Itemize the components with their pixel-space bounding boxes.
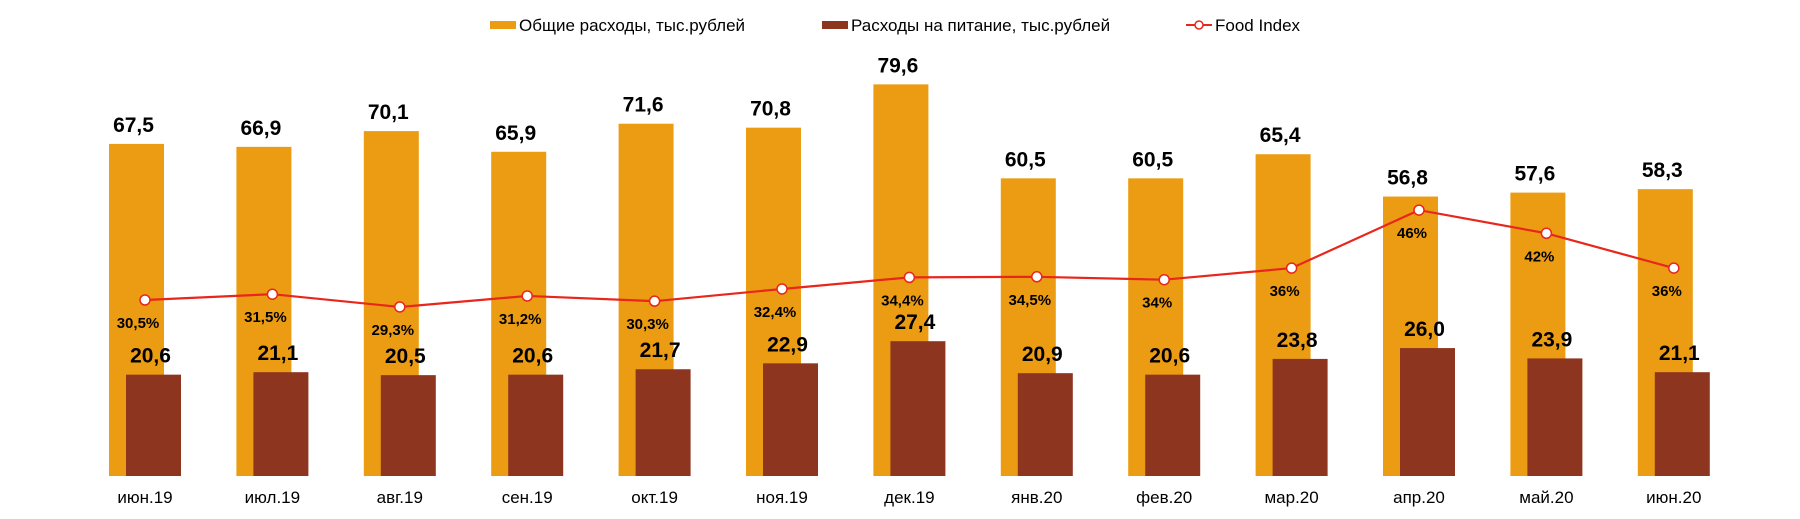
x-tick-label: май.20	[1519, 488, 1573, 507]
data-label-food-index: 30,5%	[117, 315, 160, 332]
x-tick-label: авг.19	[377, 488, 423, 507]
food-index-point	[266, 288, 279, 300]
data-label-food-index: 32,4%	[754, 304, 797, 321]
x-tick-label: окт.19	[631, 488, 678, 507]
data-label-food-index: 29,3%	[372, 322, 415, 339]
food-index-point	[1413, 204, 1425, 216]
bar-food-expenses	[1527, 358, 1583, 476]
data-label-food: 26,0	[1404, 318, 1445, 341]
food-index-point	[1285, 262, 1298, 274]
bar-food-expenses	[890, 341, 946, 476]
x-tick-label: ноя.19	[756, 488, 808, 507]
data-label-food-index: 31,5%	[244, 309, 287, 326]
food-index-line	[139, 204, 1680, 313]
bar-food-expenses	[508, 374, 564, 476]
food-index-point	[139, 294, 151, 306]
data-label-total: 70,8	[750, 98, 791, 121]
data-label-food: 20,6	[1149, 345, 1190, 368]
food-index-point	[1668, 262, 1680, 274]
data-label-total: 65,9	[495, 122, 536, 145]
data-label-total: 57,6	[1514, 163, 1555, 186]
bar-food-expenses	[1654, 372, 1710, 476]
data-label-total: 60,5	[1132, 148, 1173, 171]
data-label-food-index: 42%	[1524, 248, 1554, 265]
legend-swatch-0	[490, 21, 516, 29]
data-label-food: 20,5	[385, 345, 426, 368]
data-label-food: 27,4	[894, 311, 935, 334]
data-label-food-index: 34,5%	[1009, 292, 1052, 309]
data-label-total: 60,5	[1005, 148, 1046, 171]
data-label-total: 66,9	[240, 117, 281, 140]
bar-food-expenses	[1017, 373, 1073, 476]
data-label-food-index: 34,4%	[881, 292, 924, 309]
data-label-total: 71,6	[623, 94, 664, 117]
x-tick-label: июл.19	[245, 488, 300, 507]
data-label-food-index: 36%	[1270, 283, 1300, 300]
x-tick-label: сен.19	[502, 488, 553, 507]
food-index-point	[648, 295, 661, 307]
data-label-food-index: 34%	[1142, 295, 1172, 312]
food-index-point	[1540, 227, 1553, 240]
food-index-point	[521, 290, 533, 302]
food-index-point	[776, 283, 788, 295]
data-label-food-index: 46%	[1397, 225, 1427, 242]
data-label-food-index: 30,3%	[626, 316, 669, 333]
data-label-total: 58,3	[1642, 159, 1683, 182]
labels: 67,5 20,6 июн.19 30,5% 66,9 21,1 июл.19 31,5% 70…	[113, 54, 1701, 507]
data-label-food-index: 31,2%	[499, 311, 542, 328]
data-label-total: 70,1	[368, 101, 409, 124]
data-label-total: 67,5	[113, 114, 154, 137]
x-tick-label: июн.20	[1646, 488, 1701, 507]
legend-swatch-1	[822, 21, 848, 29]
data-label-total: 79,6	[877, 54, 918, 77]
data-label-food: 21,1	[1659, 342, 1700, 365]
food-index-point	[1158, 273, 1170, 286]
data-label-total: 56,8	[1387, 167, 1428, 190]
data-label-food-index: 36%	[1652, 283, 1682, 300]
bar-food-expenses	[126, 374, 181, 476]
legend-label-2: Food Index	[1215, 16, 1301, 35]
legend: Общие расходы, тыс.рублей Расходы на пита…	[490, 16, 1301, 35]
bar-food-expenses	[380, 375, 436, 476]
bar-food-expenses	[1145, 374, 1201, 476]
food-index-point	[1031, 271, 1043, 283]
bar-food-expenses	[635, 369, 691, 476]
x-tick-label: фев.20	[1136, 488, 1192, 507]
data-label-food: 21,1	[257, 342, 298, 365]
x-tick-label: мар.20	[1264, 488, 1318, 507]
data-label-food: 20,9	[1022, 343, 1063, 366]
data-label-food: 20,6	[512, 345, 553, 368]
legend-label-0: Общие расходы, тыс.рублей	[519, 16, 745, 35]
data-label-food: 23,9	[1531, 328, 1572, 351]
x-tick-label: апр.20	[1393, 488, 1445, 507]
bar-food-expenses	[1272, 358, 1328, 476]
legend-marker	[1194, 20, 1204, 30]
data-label-food: 20,6	[130, 345, 171, 368]
x-tick-label: дек.19	[884, 488, 934, 507]
food-index-point	[903, 271, 916, 284]
x-tick-label: янв.20	[1011, 488, 1062, 507]
data-label-total: 65,4	[1260, 124, 1301, 147]
food-index-point	[394, 301, 406, 313]
x-tick-label: июн.19	[117, 488, 172, 507]
bar-food-expenses	[1400, 348, 1455, 476]
bar-food-expenses	[763, 363, 818, 476]
legend-label-1: Расходы на питание, тыс.рублей	[851, 16, 1110, 35]
data-label-food: 21,7	[640, 339, 681, 362]
data-label-food: 22,9	[767, 333, 808, 356]
bar-food-expenses	[253, 372, 309, 476]
data-label-food: 23,8	[1277, 329, 1318, 352]
